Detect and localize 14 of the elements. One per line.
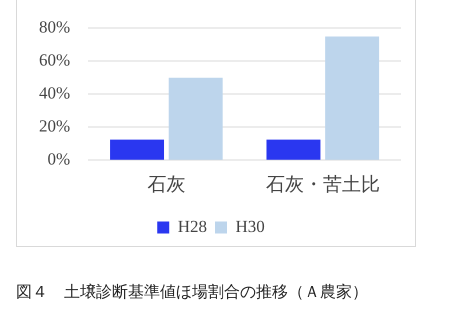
x-tick-label: 石灰 — [147, 174, 186, 196]
y-tick-label: 60% — [38, 50, 70, 70]
bar — [110, 140, 164, 160]
bar — [266, 140, 320, 160]
text: 図４ 土壌診断基準値ほ場割合の推移（Ａ農家） — [16, 282, 368, 303]
bar — [325, 36, 380, 160]
bar — [168, 78, 223, 160]
y-tick-label: 40% — [38, 84, 70, 103]
y-tick-label: 80% — [38, 18, 70, 37]
legend-label: H30 — [236, 216, 265, 236]
y-tick-label: 20% — [38, 116, 70, 136]
x-tick-label: 石灰・苦土比 — [266, 174, 380, 196]
y-tick-label: 0% — [47, 150, 70, 169]
legend-label: H28 — [178, 216, 208, 236]
